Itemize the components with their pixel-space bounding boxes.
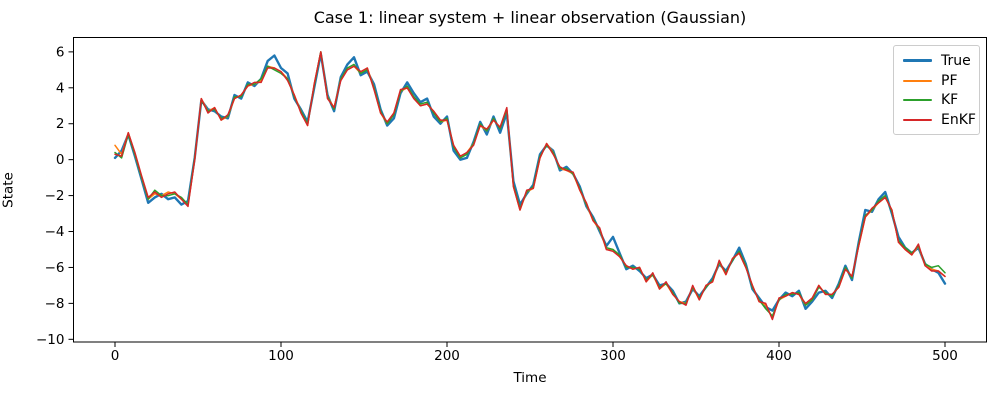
x-axis-label: Time xyxy=(513,370,547,386)
legend: True PF KF EnKF xyxy=(893,45,980,135)
x-tick-label-1: 100 xyxy=(268,348,294,364)
legend-entry-true: True xyxy=(903,51,971,71)
y-tick-label-6: −6 xyxy=(45,260,65,276)
y-tick-label-1: 4 xyxy=(56,80,65,96)
y-tick-label-0: 6 xyxy=(56,44,65,60)
legend-entry-enkf: EnKF xyxy=(903,110,976,130)
axes-frame xyxy=(73,37,987,343)
legend-label: True xyxy=(941,52,971,69)
legend-label: KF xyxy=(941,92,959,109)
x-tick-label-0: 0 xyxy=(111,348,120,364)
legend-label: EnKF xyxy=(941,112,976,129)
x-tick-label-5: 500 xyxy=(932,348,958,364)
chart-title: Case 1: linear system + linear observati… xyxy=(313,8,747,27)
legend-entry-pf: PF xyxy=(903,71,971,91)
y-tick-label-7: −8 xyxy=(45,296,65,312)
series-line-enkf xyxy=(114,51,946,321)
series-line-kf xyxy=(114,51,946,317)
y-tick-label-5: −4 xyxy=(45,224,65,240)
y-tick-label-4: −2 xyxy=(45,188,65,204)
legend-line-sample-enkf xyxy=(903,119,932,122)
legend-line-sample-true xyxy=(903,59,932,63)
legend-entry-kf: KF xyxy=(903,91,971,111)
legend-line-sample-pf xyxy=(903,79,932,82)
x-tick-label-4: 400 xyxy=(766,348,792,364)
y-axis-label: State xyxy=(0,172,17,208)
y-tick-label-3: 0 xyxy=(56,152,65,168)
series-line-true xyxy=(113,52,947,312)
x-tick-label-2: 200 xyxy=(434,348,460,364)
series-line-pf xyxy=(114,51,946,319)
y-tick-label-2: 2 xyxy=(56,116,65,132)
legend-line-sample-kf xyxy=(903,99,932,102)
x-tick-label-3: 300 xyxy=(600,348,626,364)
legend-label: PF xyxy=(941,72,958,89)
y-tick-label-8: −10 xyxy=(36,332,65,348)
